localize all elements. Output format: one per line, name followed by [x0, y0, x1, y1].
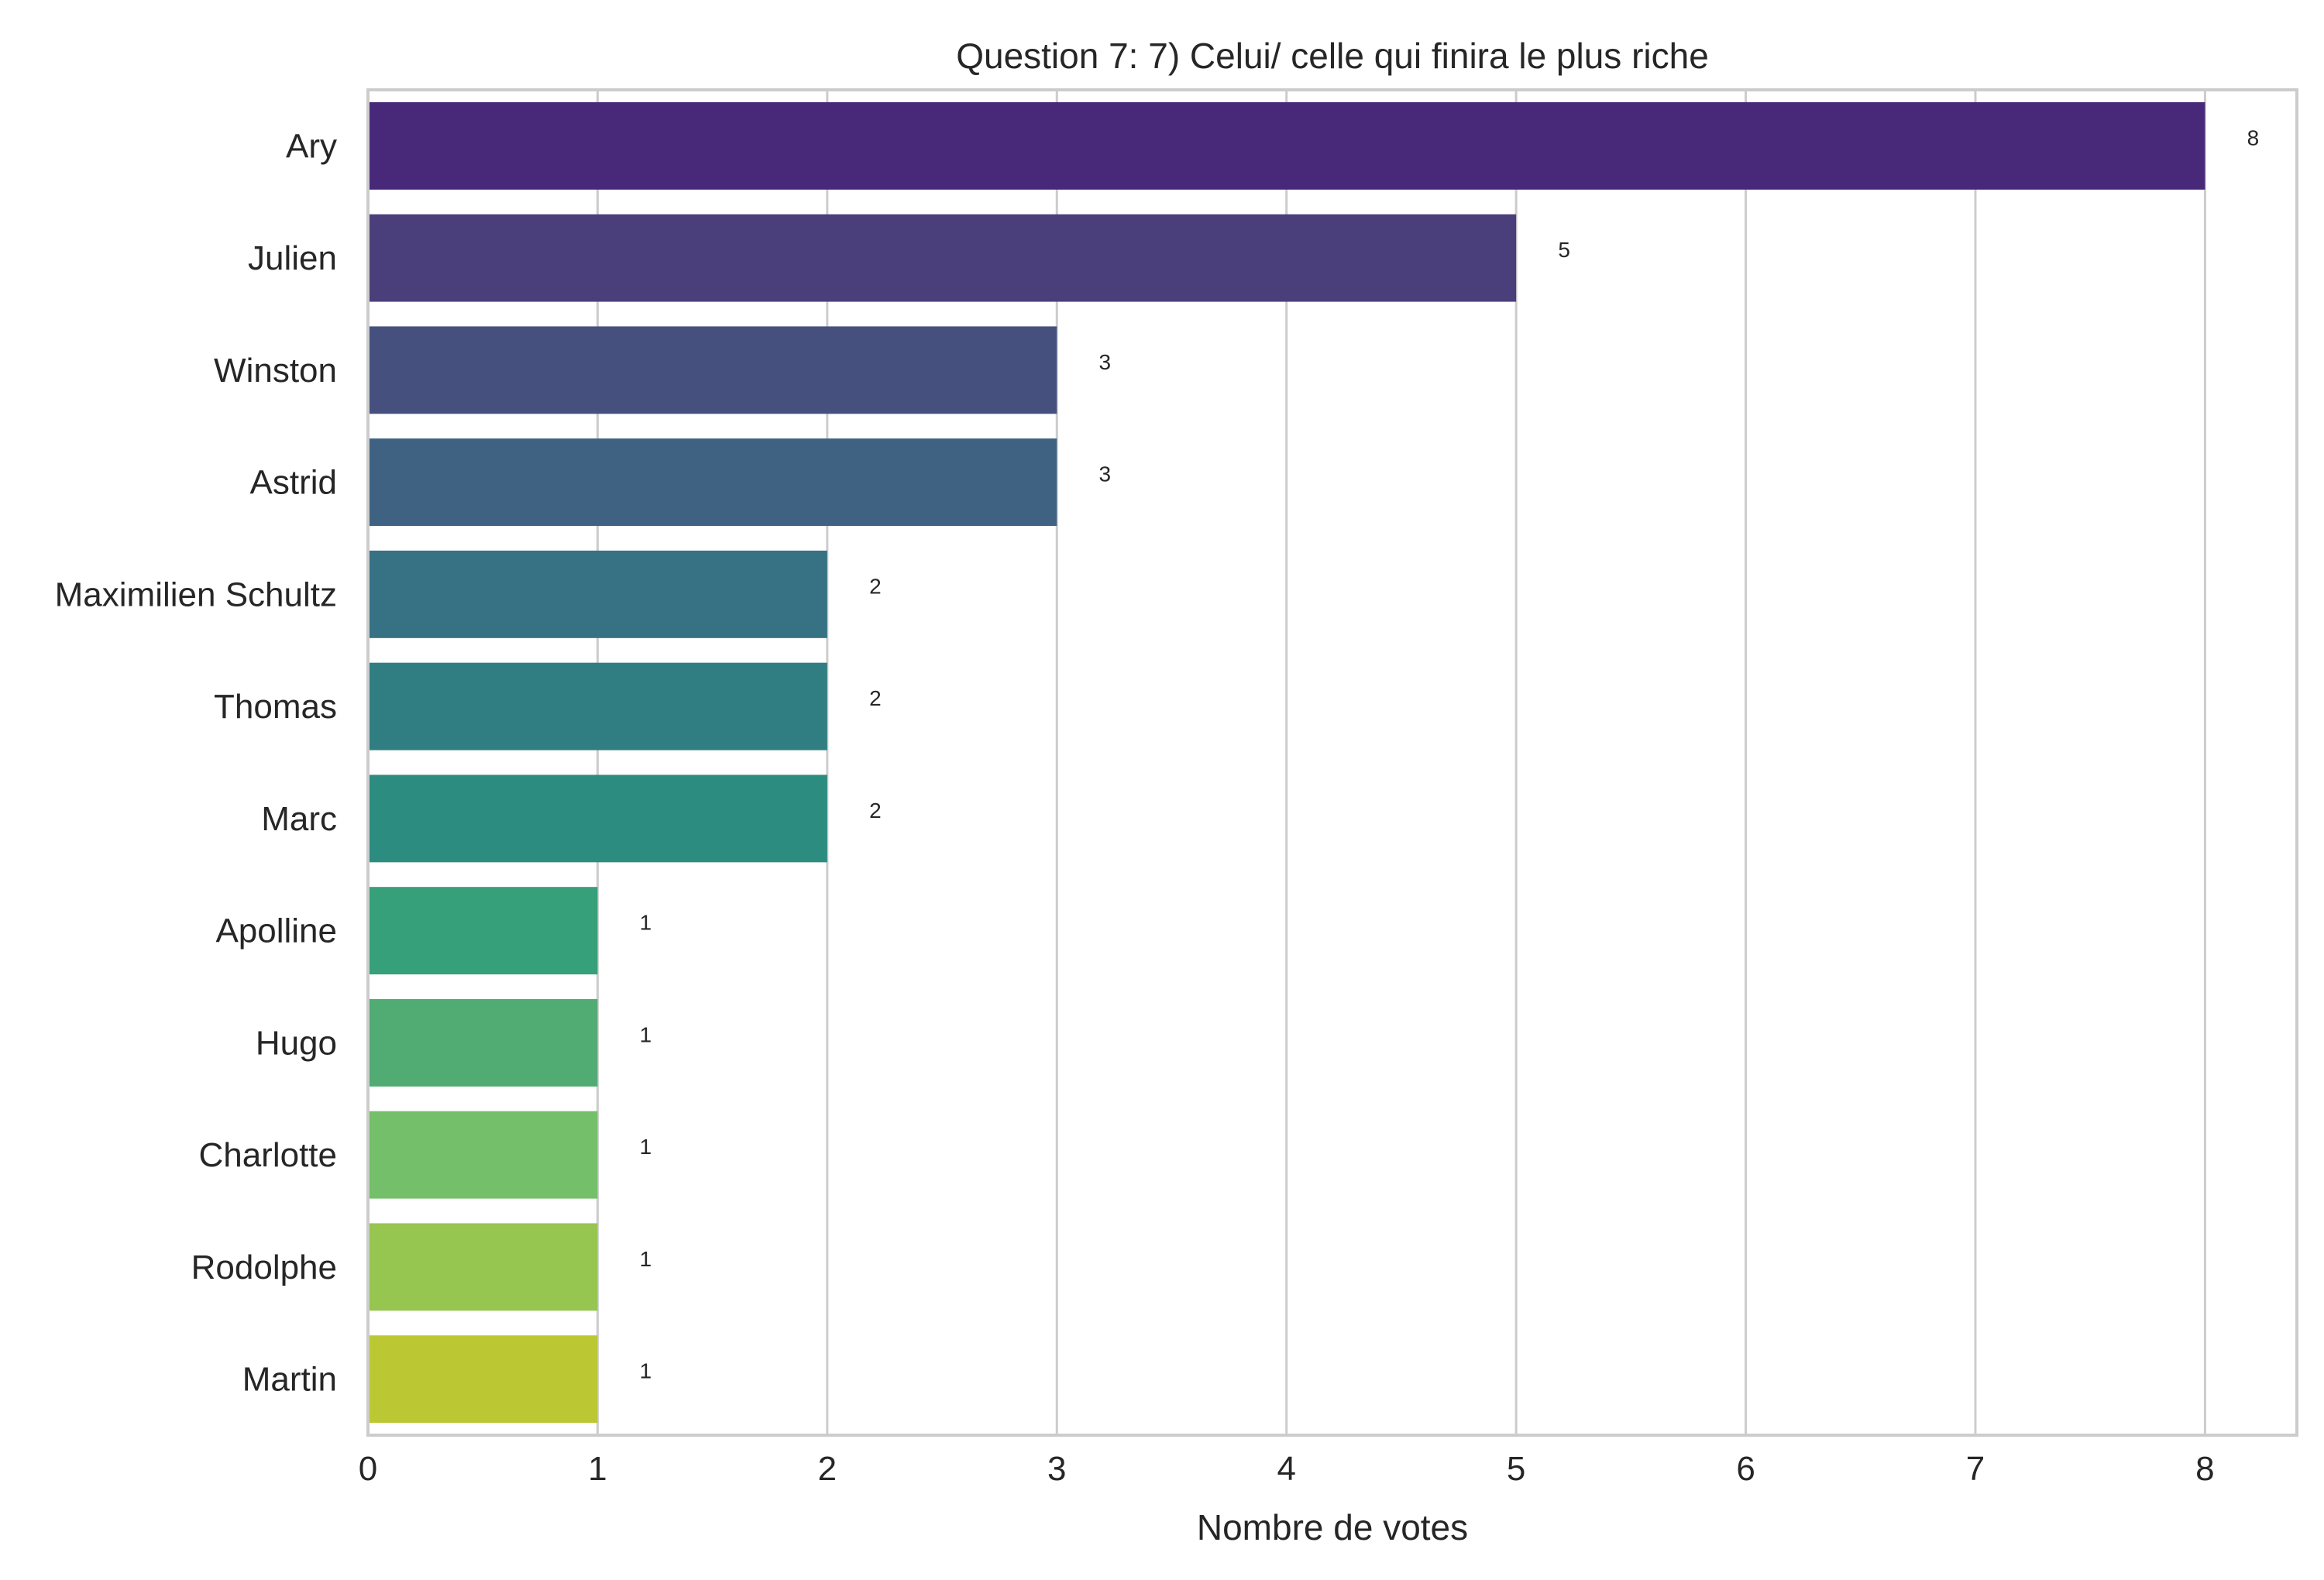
data-label: 1 — [640, 1022, 652, 1046]
bars — [368, 101, 2205, 1424]
y-tick-label: Thomas — [214, 688, 337, 726]
data-label: 1 — [640, 1359, 652, 1383]
x-tick-label: 6 — [1736, 1450, 1755, 1488]
bar-astrid — [368, 438, 1057, 527]
x-tick-label: 7 — [1966, 1450, 1985, 1488]
data-label: 1 — [640, 911, 652, 935]
x-tick-label: 0 — [359, 1450, 377, 1488]
y-tick-label: Martin — [242, 1361, 337, 1399]
bar-rodolphe — [368, 1223, 598, 1311]
y-tick-label: Ary — [286, 127, 337, 165]
x-axis-label: Nombre de votes — [1197, 1507, 1468, 1547]
x-tick-label: 4 — [1277, 1450, 1295, 1488]
bar-martin — [368, 1335, 598, 1424]
bar-thomas — [368, 662, 827, 750]
data-label: 8 — [2247, 125, 2260, 149]
plot-frame — [366, 88, 2298, 1437]
data-label: 3 — [1098, 350, 1111, 374]
gridlines — [366, 90, 2206, 1435]
data-label: 3 — [1098, 462, 1111, 486]
bar-apolline — [368, 887, 598, 975]
x-tick-label: 3 — [1047, 1450, 1066, 1488]
x-axis-tick-labels: 0 1 2 3 4 5 6 7 8 — [359, 1450, 2215, 1488]
bar-winston — [368, 326, 1057, 414]
y-tick-label: Julien — [248, 239, 337, 277]
y-tick-label: Hugo — [256, 1024, 337, 1062]
data-label: 2 — [869, 686, 882, 710]
data-label: 2 — [869, 574, 882, 598]
x-tick-label: 5 — [1507, 1450, 1525, 1488]
bar-charlotte — [368, 1111, 598, 1199]
x-tick-label: 2 — [818, 1450, 837, 1488]
chart-title: Question 7: 7) Celui/ celle qui finira l… — [956, 36, 1709, 76]
bar-maximilien-schultz — [368, 550, 827, 638]
data-label: 2 — [869, 799, 882, 823]
y-axis-tick-labels: Ary Julien Winston Astrid Maximilien Schultz… — [55, 127, 337, 1398]
bar-marc — [368, 775, 827, 863]
x-tick-label: 1 — [588, 1450, 607, 1488]
y-tick-label: Astrid — [250, 464, 337, 502]
data-labels: 8 5 3 3 2 2 2 1 1 1 1 1 — [640, 125, 2260, 1382]
bar-ary — [368, 101, 2205, 190]
y-tick-label: Marc — [261, 800, 337, 838]
data-label: 1 — [640, 1135, 652, 1159]
x-tick-label: 8 — [2195, 1450, 2214, 1488]
bar-hugo — [368, 998, 598, 1087]
bar-julien — [368, 214, 1517, 302]
y-tick-label: Charlotte — [198, 1136, 337, 1174]
y-tick-label: Rodolphe — [191, 1249, 337, 1286]
data-label: 1 — [640, 1247, 652, 1271]
data-label: 5 — [1558, 238, 1570, 262]
y-tick-label: Maximilien Schultz — [55, 575, 337, 613]
y-tick-label: Winston — [214, 352, 337, 390]
y-tick-label: Apolline — [215, 912, 337, 950]
